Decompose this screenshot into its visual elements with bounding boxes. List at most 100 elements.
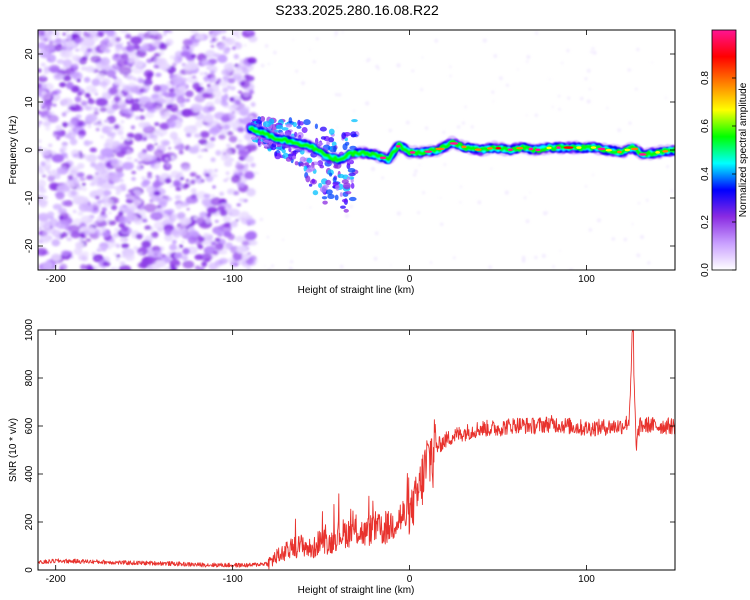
spectrogram-noise-cell bbox=[443, 163, 447, 166]
spectrogram-noise-cell bbox=[228, 157, 235, 162]
spectrogram-noise-cell bbox=[212, 185, 216, 189]
spectrogram-noise-cell bbox=[134, 159, 138, 162]
spectrogram-noise-cell bbox=[40, 147, 50, 156]
spectrogram-noise-cell bbox=[161, 254, 166, 258]
spectrogram-noise-cell bbox=[199, 82, 204, 86]
spectrogram-noise-cell bbox=[68, 224, 81, 233]
spectrogram-noise-cell bbox=[181, 165, 191, 172]
spectrogram-noise-cell bbox=[121, 243, 130, 249]
x-tick-label: 100 bbox=[578, 274, 595, 285]
spectrogram-noise-cell bbox=[220, 129, 228, 135]
spectrogram-noise-cell bbox=[482, 38, 487, 43]
spectrogram-noise-cell bbox=[166, 103, 179, 112]
spectrogram-noise-cell bbox=[429, 261, 433, 264]
spectrogram-noise-cell bbox=[93, 221, 97, 226]
spectrogram-hot-cell bbox=[449, 142, 459, 145]
spectrogram-noise-cell bbox=[207, 214, 211, 219]
spectrogram-noise-cell bbox=[171, 76, 183, 85]
spectrogram-noise-cell bbox=[236, 181, 245, 188]
spectrogram-noise-cell bbox=[103, 48, 111, 54]
spectrogram-noise-cell bbox=[197, 155, 203, 159]
spectrogram-noise-cell bbox=[239, 211, 250, 218]
spectrogram-noise-cell bbox=[375, 64, 379, 69]
spectrogram-noise-cell bbox=[236, 203, 241, 207]
spectrogram-noise-cell bbox=[73, 247, 83, 256]
spectrogram-noise-cell bbox=[636, 253, 641, 258]
spectrogram-noise-cell bbox=[146, 266, 153, 270]
spectrogram-noise-cell bbox=[543, 211, 548, 216]
spectrogram-noise-cell bbox=[45, 158, 52, 163]
spectrogram-signal-cell bbox=[334, 194, 339, 201]
spectrogram-noise-cell bbox=[144, 101, 157, 110]
spectrogram-hot-cell bbox=[507, 148, 514, 151]
spectrogram-noise-cell bbox=[107, 247, 112, 250]
spectrogram-noise-cell bbox=[243, 91, 250, 98]
spectrogram-noise-cell bbox=[153, 221, 164, 230]
snr-panel: -200 -100 0 100 0 200 400 600 800 1000 Height of… bbox=[8, 318, 676, 596]
spectrogram-signal-cell bbox=[332, 181, 339, 186]
spectrogram-hot-cell bbox=[605, 148, 613, 152]
spectrogram-noise-cell bbox=[566, 49, 570, 53]
snr-frame bbox=[37, 329, 676, 571]
spectrogram-noise-cell bbox=[75, 36, 84, 43]
spectrogram-noise-cell bbox=[490, 167, 493, 170]
spectrogram-noise-cell bbox=[215, 150, 222, 156]
spectrogram-noise-cell bbox=[165, 38, 174, 46]
spectrogram-noise-cell bbox=[149, 133, 156, 139]
spectrogram-signal-cell bbox=[257, 116, 261, 121]
spectrogram-signal-layer bbox=[244, 116, 675, 213]
spectrogram-noise-layer bbox=[38, 30, 674, 270]
spectrogram-noise-cell bbox=[470, 125, 474, 129]
spectrogram-noise-cell bbox=[45, 251, 50, 255]
spectrogram-noise-cell bbox=[38, 185, 45, 192]
spectrogram-noise-cell bbox=[504, 190, 509, 195]
spectrogram-noise-cell bbox=[188, 226, 195, 232]
spectrogram-noise-cell bbox=[338, 93, 342, 97]
spectrogram-noise-cell bbox=[666, 165, 670, 169]
spectrogram-noise-cell bbox=[203, 169, 207, 172]
spectrogram-noise-cell bbox=[214, 237, 221, 242]
spectrogram-noise-cell bbox=[115, 243, 121, 248]
spectrogram-noise-cell bbox=[99, 81, 108, 87]
spectrogram-signal-cell bbox=[308, 183, 313, 187]
spectrogram-noise-cell bbox=[182, 260, 195, 269]
spectrogram-noise-cell bbox=[246, 266, 252, 270]
spectrogram-signal-cell bbox=[335, 183, 340, 191]
spectrogram-noise-cell bbox=[207, 83, 211, 88]
spectrogram-noise-cell bbox=[135, 233, 143, 240]
spectrogram-noise-cell bbox=[241, 66, 248, 72]
spectrogram-noise-cell bbox=[72, 210, 77, 213]
spectrogram-noise-cell bbox=[367, 57, 371, 62]
spectrogram-noise-cell bbox=[345, 213, 349, 218]
spectrogram-noise-cell bbox=[76, 78, 81, 83]
spectrogram-noise-cell bbox=[131, 161, 135, 164]
spectrogram-noise-cell bbox=[116, 254, 121, 258]
colorbar-tick-label: 0.8 bbox=[700, 71, 711, 85]
spectrogram-noise-cell bbox=[628, 121, 632, 125]
spectrogram-noise-cell bbox=[136, 205, 141, 210]
spectrogram-noise-cell bbox=[266, 235, 270, 239]
spectrogram-noise-cell bbox=[172, 239, 177, 245]
spectrogram-noise-cell bbox=[221, 69, 230, 76]
spectrogram-noise-cell bbox=[69, 169, 78, 177]
spectrogram-noise-cell bbox=[124, 238, 128, 241]
spectrogram-noise-cell bbox=[43, 70, 49, 75]
spectrogram-noise-cell bbox=[102, 86, 108, 90]
spectrogram-noise-cell bbox=[252, 63, 255, 67]
spectrogram-noise-cell bbox=[139, 108, 145, 112]
spectrogram-noise-cell bbox=[586, 99, 591, 104]
y-tick-label: 800 bbox=[24, 369, 35, 386]
spectrogram-noise-cell bbox=[396, 211, 401, 216]
spectrogram-noise-cell bbox=[244, 163, 249, 167]
spectrogram-noise-cell bbox=[192, 220, 197, 225]
spectrogram-signal-cell bbox=[250, 136, 259, 141]
spectrogram-noise-cell bbox=[105, 120, 110, 123]
spectrogram-noise-cell bbox=[97, 232, 102, 236]
spectrogram-noise-cell bbox=[167, 175, 172, 179]
spectrogram-noise-cell bbox=[74, 96, 82, 103]
spectrogram-noise-cell bbox=[405, 120, 410, 125]
spectrogram-noise-cell bbox=[56, 184, 70, 193]
spectrogram-noise-cell bbox=[47, 174, 55, 182]
spectrogram-noise-cell bbox=[95, 62, 102, 69]
spectrogram-noise-cell bbox=[76, 91, 83, 97]
